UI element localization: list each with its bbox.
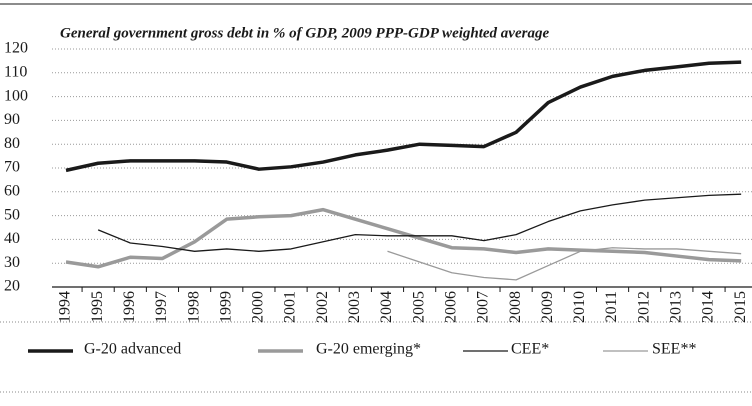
x-tick-label: 2007 xyxy=(475,291,492,323)
line-series xyxy=(97,193,742,252)
chart-title: General government gross debt in % of GD… xyxy=(60,25,549,41)
x-tick-label: 2004 xyxy=(378,291,395,323)
x-tick-label: 2011 xyxy=(603,291,620,322)
x-tick-label: 1995 xyxy=(89,291,106,323)
legend-label: SEE** xyxy=(652,341,696,358)
x-tick-label: 2015 xyxy=(732,291,749,323)
line-series xyxy=(65,60,742,173)
y-tick-label: 20 xyxy=(4,278,20,295)
x-tick-label: 2005 xyxy=(410,291,427,323)
x-tick-label: 2002 xyxy=(314,291,331,323)
x-tick-label: 2003 xyxy=(346,291,363,323)
x-tick-label: 1998 xyxy=(185,291,202,323)
legend-label: G-20 advanced xyxy=(84,341,181,358)
line-series xyxy=(387,247,742,281)
x-tick-label: 2012 xyxy=(635,291,652,323)
x-tick-label: 2010 xyxy=(571,291,588,323)
y-tick-label: 120 xyxy=(4,40,28,57)
y-tick-label: 80 xyxy=(4,135,20,152)
x-tick-label: 2006 xyxy=(442,291,459,323)
y-tick-label: 30 xyxy=(4,254,20,271)
x-tick-label: 1994 xyxy=(57,291,74,323)
x-tick-label: 2000 xyxy=(250,291,267,323)
x-tick-label: 2009 xyxy=(539,291,556,323)
line-series xyxy=(65,207,742,269)
y-tick-label: 90 xyxy=(4,111,20,128)
x-tick-label: 1996 xyxy=(121,291,138,323)
y-tick-label: 60 xyxy=(4,182,20,199)
x-tick-label: 2008 xyxy=(507,291,524,323)
x-tick-label: 1997 xyxy=(153,291,170,323)
x-tick-label: 2014 xyxy=(700,291,717,323)
y-tick-label: 70 xyxy=(4,159,20,176)
y-tick-label: 50 xyxy=(4,206,20,223)
x-tick-label: 2013 xyxy=(668,291,685,323)
legend-label: G-20 emerging* xyxy=(316,341,421,358)
y-tick-label: 100 xyxy=(4,87,28,104)
legend-label: CEE* xyxy=(511,341,549,358)
y-tick-label: 110 xyxy=(4,63,27,80)
y-tick-label: 40 xyxy=(4,230,20,247)
x-tick-label: 1999 xyxy=(217,291,234,323)
x-tick-label: 2001 xyxy=(282,291,299,323)
